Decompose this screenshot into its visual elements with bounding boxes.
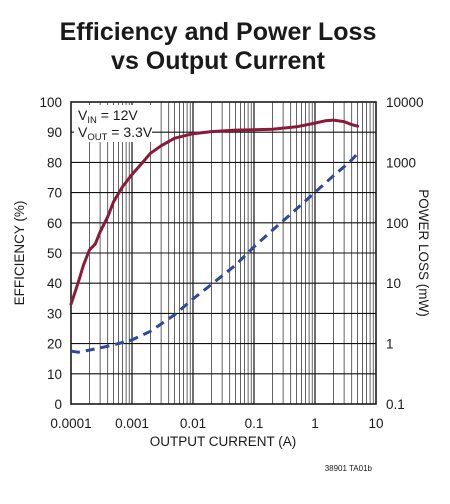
plot-frame <box>70 101 377 405</box>
y-tick-label: 100 <box>39 95 62 110</box>
x-tick-label: 0.01 <box>180 416 206 431</box>
y-tick-label: 0 <box>54 397 62 412</box>
figure-id: 38901 TA01b <box>325 464 373 473</box>
y-tick-label: 70 <box>47 186 62 201</box>
y2-tick-label: 10000 <box>386 95 424 110</box>
y2-tick-label: 100 <box>386 216 409 231</box>
annotation-vout: VOUT = 3.3V <box>78 124 153 143</box>
y-tick-label: 50 <box>47 246 62 261</box>
x-tick-labels: 0.0001 0.001 0.01 0.1 1 10 <box>50 416 383 431</box>
annotation-vout-rest: = 3.3V <box>107 124 152 140</box>
annotation-box-bg <box>74 105 152 142</box>
y-tick-label: 30 <box>47 306 62 321</box>
x-tick-label: 10 <box>368 416 383 431</box>
annotation-vin-rest: = 12V <box>97 107 139 123</box>
annotation-vin-main: V <box>78 107 88 123</box>
y2-tick-label: 1 <box>386 337 394 352</box>
y-tick-label: 10 <box>47 367 62 382</box>
x-tick-label: 0.1 <box>245 416 264 431</box>
y2-tick-label: 0.1 <box>386 397 405 412</box>
annotation-vin-sub: IN <box>87 115 97 126</box>
annotation-vout-main: V <box>78 124 88 140</box>
power-loss-series-line <box>70 152 359 354</box>
annotation-vin: VIN = 12V <box>78 107 138 126</box>
chart-title-line-2: vs Output Current <box>111 47 326 75</box>
y2-tick-label: 1000 <box>386 155 416 170</box>
x-axis-label: OUTPUT CURRENT (A) <box>150 434 297 449</box>
y-tick-label: 80 <box>47 155 62 170</box>
x-tick-label: 0.001 <box>115 416 149 431</box>
y-tick-label: 60 <box>47 216 62 231</box>
chart-title-line-1: Efficiency and Power Loss <box>60 18 377 46</box>
y-tick-label: 90 <box>47 125 62 140</box>
annotation-vout-sub: OUT <box>87 132 107 143</box>
efficiency-series-line <box>69 118 360 306</box>
y-tick-label: 20 <box>47 337 62 352</box>
data-series <box>69 118 360 354</box>
y2-axis-label: POWER LOSS (mW) <box>416 189 431 317</box>
y2-tick-labels: 0.1 1 10 100 1000 10000 <box>386 95 424 412</box>
x-tick-label: 0.0001 <box>50 416 91 431</box>
y-tick-labels: 0 10 20 30 40 50 60 70 80 90 100 <box>39 95 62 412</box>
grid-lines <box>71 102 376 404</box>
y2-tick-label: 10 <box>386 276 401 291</box>
x-tick-label: 1 <box>311 416 319 431</box>
y-tick-label: 40 <box>47 276 62 291</box>
y-axis-label: EFFICIENCY (%) <box>12 201 27 306</box>
